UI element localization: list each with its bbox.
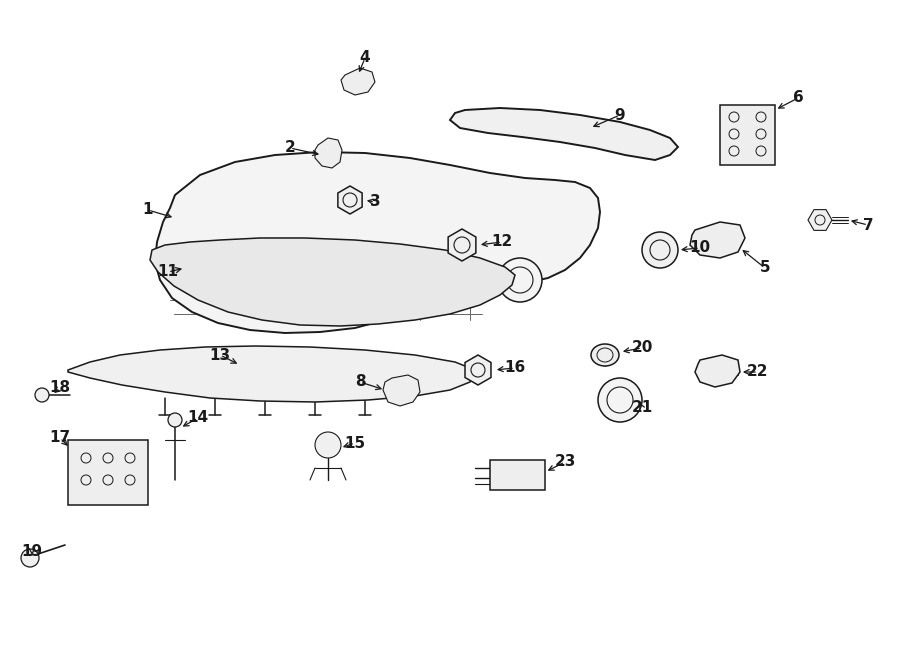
Polygon shape (490, 460, 545, 490)
Text: 15: 15 (345, 436, 365, 451)
Circle shape (103, 475, 113, 485)
Polygon shape (450, 108, 678, 160)
Polygon shape (383, 375, 420, 406)
Text: 21: 21 (632, 401, 652, 416)
Polygon shape (690, 222, 745, 258)
Text: 18: 18 (50, 381, 70, 395)
Text: 9: 9 (615, 108, 626, 122)
Polygon shape (341, 68, 375, 95)
Text: 12: 12 (491, 235, 513, 249)
Circle shape (650, 240, 670, 260)
Text: 22: 22 (747, 364, 769, 379)
Text: 13: 13 (210, 348, 230, 362)
Text: 16: 16 (504, 360, 526, 375)
Polygon shape (338, 186, 362, 214)
Polygon shape (68, 440, 148, 505)
Circle shape (598, 378, 642, 422)
Polygon shape (808, 210, 832, 231)
Circle shape (103, 453, 113, 463)
Text: 2: 2 (284, 141, 295, 155)
Text: 1: 1 (143, 202, 153, 217)
Circle shape (498, 258, 542, 302)
Circle shape (81, 453, 91, 463)
Text: 23: 23 (554, 455, 576, 469)
Text: 3: 3 (370, 194, 381, 210)
Polygon shape (695, 355, 740, 387)
Circle shape (471, 363, 485, 377)
Circle shape (756, 129, 766, 139)
Circle shape (815, 215, 825, 225)
Text: 11: 11 (158, 264, 178, 280)
Text: 8: 8 (355, 375, 365, 389)
Circle shape (756, 112, 766, 122)
Circle shape (729, 129, 739, 139)
Text: 19: 19 (22, 545, 42, 559)
Text: 14: 14 (187, 410, 209, 426)
Polygon shape (150, 238, 515, 326)
Circle shape (125, 475, 135, 485)
Circle shape (607, 387, 633, 413)
Text: 6: 6 (793, 91, 804, 106)
Polygon shape (720, 105, 775, 165)
Text: 5: 5 (760, 260, 770, 276)
Circle shape (315, 432, 341, 458)
Polygon shape (155, 152, 600, 333)
Text: 4: 4 (360, 50, 370, 65)
Text: 17: 17 (50, 430, 70, 446)
Circle shape (642, 232, 678, 268)
Circle shape (81, 475, 91, 485)
Circle shape (21, 549, 39, 567)
Polygon shape (315, 138, 342, 168)
Circle shape (507, 267, 533, 293)
Circle shape (756, 146, 766, 156)
Polygon shape (68, 346, 475, 402)
Ellipse shape (591, 344, 619, 366)
Text: 10: 10 (689, 241, 711, 256)
Circle shape (729, 146, 739, 156)
Circle shape (343, 193, 357, 207)
Circle shape (729, 112, 739, 122)
Text: 20: 20 (631, 340, 652, 356)
Circle shape (125, 453, 135, 463)
Text: 7: 7 (863, 217, 873, 233)
Polygon shape (448, 229, 476, 261)
Circle shape (35, 388, 49, 402)
Circle shape (454, 237, 470, 253)
Polygon shape (465, 355, 491, 385)
Circle shape (168, 413, 182, 427)
